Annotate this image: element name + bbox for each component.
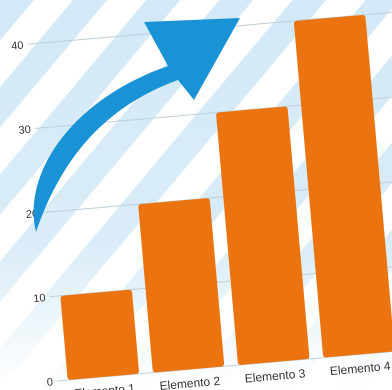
bar — [216, 106, 310, 365]
y-tick-label: 30 — [18, 124, 31, 137]
trend-up-arrow-icon — [33, 18, 240, 232]
x-tick-label: Elemento 3 — [244, 366, 306, 385]
bar — [293, 14, 392, 358]
y-tick-label: 40 — [11, 40, 24, 53]
x-tick-label: Elemento 2 — [159, 374, 221, 390]
bar — [138, 198, 225, 373]
y-tick-label: 10 — [33, 292, 46, 305]
bars — [60, 14, 392, 380]
bar — [60, 289, 139, 380]
x-axis-ticks: Elemento 1 Elemento 2 Elemento 3 Elemento 4 — [74, 359, 392, 390]
x-tick-label: Elemento 4 — [329, 359, 391, 378]
y-tick-label: 0 — [46, 376, 53, 388]
x-tick-label: Elemento 1 — [74, 381, 136, 390]
